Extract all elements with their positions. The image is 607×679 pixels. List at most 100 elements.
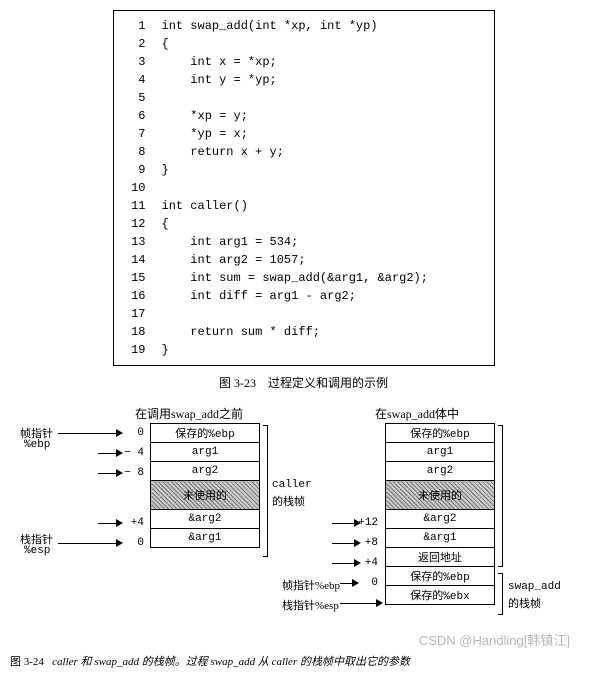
arrow-m8: [98, 473, 118, 474]
code-text: *yp = x;: [162, 125, 248, 143]
code-text: int x = *xp;: [162, 53, 277, 71]
caller-frame-label: caller: [272, 479, 312, 491]
line-number: 7: [124, 125, 146, 143]
line-number: 14: [124, 251, 146, 269]
stack-cell: 未使用的: [386, 481, 495, 510]
arrow-fp-r-head: [352, 579, 359, 587]
code-line: 5: [124, 89, 484, 107]
code-text: int sum = swap_add(&arg1, &arg2);: [162, 269, 428, 287]
stack-cell: 未使用的: [151, 481, 260, 510]
code-text: int arg1 = 534;: [162, 233, 299, 251]
code-text: {: [162, 215, 169, 233]
line-number: 9: [124, 161, 146, 179]
line-number: 17: [124, 305, 146, 323]
swap-frame-label: swap_add: [508, 581, 561, 593]
code-line: 1int swap_add(int *xp, int *yp): [124, 17, 484, 35]
stack-cell: &arg2: [386, 510, 495, 529]
r-offset-0: 0: [356, 577, 378, 589]
line-number: 15: [124, 269, 146, 287]
arrow-r12-h: [354, 519, 361, 527]
reg-esp-label: %esp: [24, 545, 50, 557]
stack-cell: 保存的%ebp: [386, 567, 495, 586]
brace-caller-right: [498, 425, 503, 567]
line-number: 6: [124, 107, 146, 125]
stack-cell: &arg1: [386, 529, 495, 548]
code-text: return x + y;: [162, 143, 284, 161]
offset-m4: − 4: [122, 447, 144, 459]
arrow-r4: [332, 563, 356, 564]
arrow-m4: [98, 453, 118, 454]
code-text: *xp = y;: [162, 107, 248, 125]
arrow-r12: [332, 523, 356, 524]
line-number: 19: [124, 341, 146, 359]
caption2-label: 图 3-24: [10, 656, 44, 668]
arrow-r4-h: [354, 559, 361, 567]
line-number: 5: [124, 89, 146, 107]
arrow-sp-head: [116, 539, 123, 547]
caption-label: 图 3-23: [219, 376, 256, 390]
arrow-p4-head: [116, 519, 123, 527]
right-stack-table: 保存的%ebparg1arg2未使用的&arg2&arg1返回地址保存的%ebp…: [385, 423, 495, 605]
code-line: 9}: [124, 161, 484, 179]
code-text: int arg2 = 1057;: [162, 251, 306, 269]
offset-0: 0: [122, 427, 144, 439]
code-line: 4 int y = *yp;: [124, 71, 484, 89]
code-line: 8 return x + y;: [124, 143, 484, 161]
code-line: 11 int caller(): [124, 197, 484, 215]
code-text: return sum * diff;: [162, 323, 320, 341]
figure-3-23-caption: 图 3-23 过程定义和调用的示例: [10, 374, 597, 391]
code-text: int swap_add(int *xp, int *yp): [162, 17, 378, 35]
arrow-fp-head: [116, 429, 123, 437]
code-text: int caller(): [162, 197, 248, 215]
swap-frame-label2: 的栈帧: [508, 595, 541, 611]
code-line: 14 int arg2 = 1057;: [124, 251, 484, 269]
arrow-m8-head: [116, 469, 123, 477]
code-line: 16 int diff = arg1 - arg2;: [124, 287, 484, 305]
caller-frame-label2: 的栈帧: [272, 493, 305, 509]
arrow-r8: [332, 543, 356, 544]
stack-cell: &arg2: [151, 510, 260, 529]
line-number: 11: [124, 197, 146, 215]
fp-ebp-right: 帧指针%ebp: [282, 577, 340, 593]
arrow-sp: [58, 543, 118, 544]
code-line: 13 int arg1 = 534;: [124, 233, 484, 251]
watermark: CSDN @Handling[韩镇江]: [419, 630, 570, 649]
caption2-text: caller 和 swap_add 的栈帧。过程 swap_add 从 call…: [52, 656, 410, 668]
stack-diagram: 在调用swap_add之前 在swap_add体中 保存的%ebp arg1arg…: [10, 405, 600, 645]
code-text: }: [162, 161, 169, 179]
code-line: 6 *xp = y;: [124, 107, 484, 125]
code-text: {: [162, 35, 169, 53]
code-text: }: [162, 341, 169, 359]
line-number: 13: [124, 233, 146, 251]
line-number: 10: [124, 179, 146, 197]
line-number: 3: [124, 53, 146, 71]
code-line: 15 int sum = swap_add(&arg1, &arg2);: [124, 269, 484, 287]
offset-p4: +4: [122, 517, 144, 529]
code-line: 19}: [124, 341, 484, 359]
left-stack-title: 在调用swap_add之前: [135, 405, 243, 422]
right-stack-title: 在swap_add体中: [375, 405, 459, 422]
line-number: 18: [124, 323, 146, 341]
stack-cell: 保存的%ebp: [151, 424, 260, 443]
line-number: 16: [124, 287, 146, 305]
arrow-r8-h: [354, 539, 361, 547]
arrow-sp-r: [340, 603, 378, 604]
code-line: 18 return sum * diff;: [124, 323, 484, 341]
code-line: 7 *yp = x;: [124, 125, 484, 143]
arrow-sp-r-head: [376, 599, 383, 607]
stack-cell: 保存的%ebx: [386, 586, 495, 605]
stack-cell: arg1: [386, 443, 495, 462]
code-line: 3 int x = *xp;: [124, 53, 484, 71]
code-line: 10: [124, 179, 484, 197]
brace-caller-left: [263, 425, 268, 557]
line-number: 12: [124, 215, 146, 233]
code-line: 12 {: [124, 215, 484, 233]
code-line: 2{: [124, 35, 484, 53]
stack-cell: arg2: [386, 462, 495, 481]
offset-00: 0: [122, 537, 144, 549]
code-listing: 1int swap_add(int *xp, int *yp)2{3 int x…: [113, 10, 495, 366]
code-text: int y = *yp;: [162, 71, 277, 89]
line-number: 4: [124, 71, 146, 89]
line-number: 2: [124, 35, 146, 53]
arrow-m4-head: [116, 449, 123, 457]
